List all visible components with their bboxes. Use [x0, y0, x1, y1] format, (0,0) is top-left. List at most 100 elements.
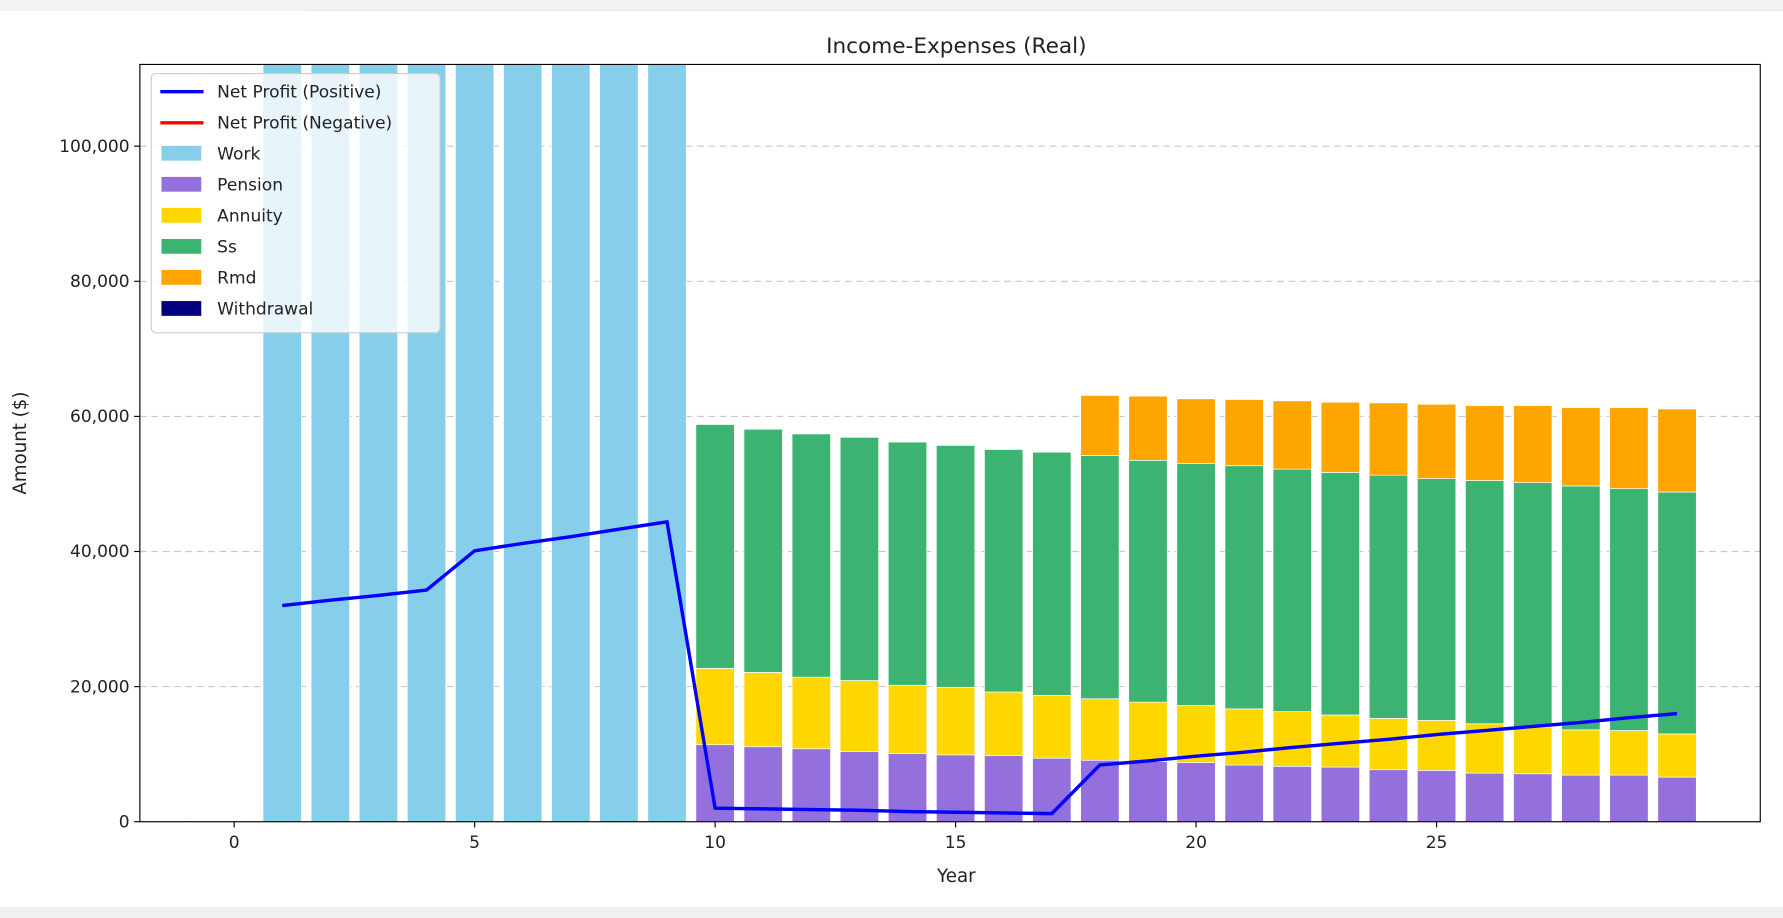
bar-annuity-year-14 [887, 684, 928, 754]
lines [282, 520, 1678, 816]
x-tick-label: 25 [1426, 833, 1448, 853]
bar-pension-year-27 [1513, 773, 1553, 822]
legend-swatch [161, 176, 202, 192]
bar-ss-year-25 [1416, 478, 1457, 721]
bar-annuity-year-21 [1224, 708, 1264, 766]
bar-ss-year-30 [1657, 491, 1697, 735]
bar-annuity-year-15 [936, 686, 976, 756]
legend-box [150, 72, 441, 334]
line-net-profit-positive- [282, 520, 1678, 816]
legend-label: Work [217, 144, 260, 164]
y-tick-label: 20,000 [70, 677, 130, 697]
bar-rmd-year-21 [1224, 399, 1264, 467]
legend-label: Ss [217, 238, 237, 258]
bar-pension-year-24 [1368, 769, 1409, 822]
bar-rmd-year-30 [1657, 408, 1697, 493]
x-tick-label: 10 [704, 833, 726, 853]
plot-frame [139, 63, 1761, 823]
bar-rmd-year-27 [1513, 405, 1553, 483]
y-tick-label: 80,000 [70, 272, 130, 292]
income-expenses-chart: 0 20,000 40,000 60,000 80,000 100,000 0 5 10 15 20… [0, 11, 1783, 907]
bar-pension-year-19 [1128, 761, 1168, 822]
bar-pension-year-26 [1465, 772, 1505, 822]
bar-annuity-year-22 [1272, 711, 1312, 767]
bar-ss-year-12 [791, 433, 831, 678]
y-axis-label: Amount ($) [10, 392, 31, 495]
x-tick-label: 5 [469, 833, 480, 853]
bar-ss-year-28 [1561, 485, 1601, 731]
bar-annuity-year-27 [1513, 726, 1553, 775]
y-tick-label: 60,000 [70, 407, 130, 427]
bar-annuity-year-18 [1080, 698, 1120, 761]
bar-work-year-8 [599, 64, 639, 822]
bar-rmd-year-19 [1128, 395, 1168, 461]
bar-rmd-year-25 [1416, 403, 1457, 479]
bar-annuity-year-16 [984, 691, 1024, 756]
bar-annuity-year-11 [743, 672, 783, 748]
legend-label: Withdrawal [217, 300, 313, 320]
bar-rmd-year-20 [1176, 398, 1216, 465]
bar-annuity-year-19 [1128, 701, 1168, 762]
x-tick-label: 20 [1185, 833, 1207, 853]
bar-ss-year-29 [1609, 488, 1649, 731]
legend-label: Pension [217, 176, 283, 196]
figure: 0 20,000 40,000 60,000 80,000 100,000 0 5 10 15 20… [0, 11, 1783, 907]
bar-rmd-year-29 [1609, 407, 1649, 490]
top-divider [307, 10, 1783, 11]
bar-annuity-year-17 [1032, 695, 1072, 759]
bar-ss-year-13 [839, 436, 879, 681]
bar-ss-year-14 [887, 441, 928, 686]
x-axis-label: Year [936, 866, 976, 887]
bars [262, 64, 1697, 822]
legend-label: Net Profit (Negative) [217, 113, 392, 133]
bar-rmd-year-18 [1080, 395, 1120, 456]
legend-label: Net Profit (Positive) [217, 82, 381, 102]
bar-work-year-7 [551, 64, 591, 822]
bar-rmd-year-23 [1320, 401, 1360, 473]
bar-ss-year-18 [1080, 455, 1120, 700]
bar-ss-year-22 [1272, 468, 1312, 712]
bar-ss-year-15 [936, 445, 976, 688]
bar-annuity-year-13 [839, 680, 879, 752]
bar-pension-year-23 [1320, 766, 1360, 822]
y-tick-label: 100,000 [59, 137, 130, 157]
bar-rmd-year-22 [1272, 400, 1312, 470]
bar-rmd-year-24 [1368, 402, 1409, 476]
bar-pension-year-22 [1272, 765, 1312, 822]
bar-ss-year-27 [1513, 482, 1553, 728]
bar-annuity-year-28 [1561, 729, 1601, 776]
y-tick-label: 0 [119, 812, 130, 832]
legend-swatch [161, 207, 202, 223]
bar-ss-year-20 [1176, 463, 1216, 706]
bar-ss-year-10 [695, 424, 735, 669]
bar-pension-year-18 [1080, 759, 1120, 822]
bar-pension-year-30 [1657, 776, 1697, 822]
bar-rmd-year-26 [1465, 405, 1505, 481]
bar-ss-year-17 [1032, 451, 1072, 696]
bar-ss-year-21 [1224, 465, 1264, 710]
bar-annuity-year-29 [1609, 730, 1649, 776]
top-bar [0, 0, 1783, 11]
bar-annuity-year-12 [791, 676, 831, 750]
legend: Net Profit (Positive) Net Profit (Negativ… [150, 72, 441, 334]
bar-ss-year-11 [743, 428, 783, 673]
legend-swatch [161, 238, 202, 254]
bar-ss-year-19 [1128, 459, 1168, 703]
legend-swatch [161, 145, 202, 161]
bar-pension-year-28 [1561, 774, 1601, 822]
bar-annuity-year-25 [1416, 720, 1457, 771]
legend-swatch [161, 270, 202, 285]
bar-pension-year-20 [1176, 762, 1216, 822]
x-tick-label: 15 [945, 833, 967, 853]
legend-label: Annuity [217, 207, 283, 227]
legend-label: Rmd [217, 269, 256, 289]
bar-ss-year-24 [1368, 474, 1409, 719]
legend-swatch [161, 301, 202, 316]
x-tick-label: 0 [229, 833, 240, 853]
bar-rmd-year-28 [1561, 407, 1601, 487]
bar-pension-year-10 [695, 744, 735, 822]
bar-work-year-5 [455, 64, 495, 822]
bar-ss-year-26 [1465, 480, 1505, 725]
axes: 0 20,000 40,000 60,000 80,000 100,000 0 5 10 15 20… [59, 137, 1447, 853]
bar-annuity-year-24 [1368, 718, 1409, 771]
